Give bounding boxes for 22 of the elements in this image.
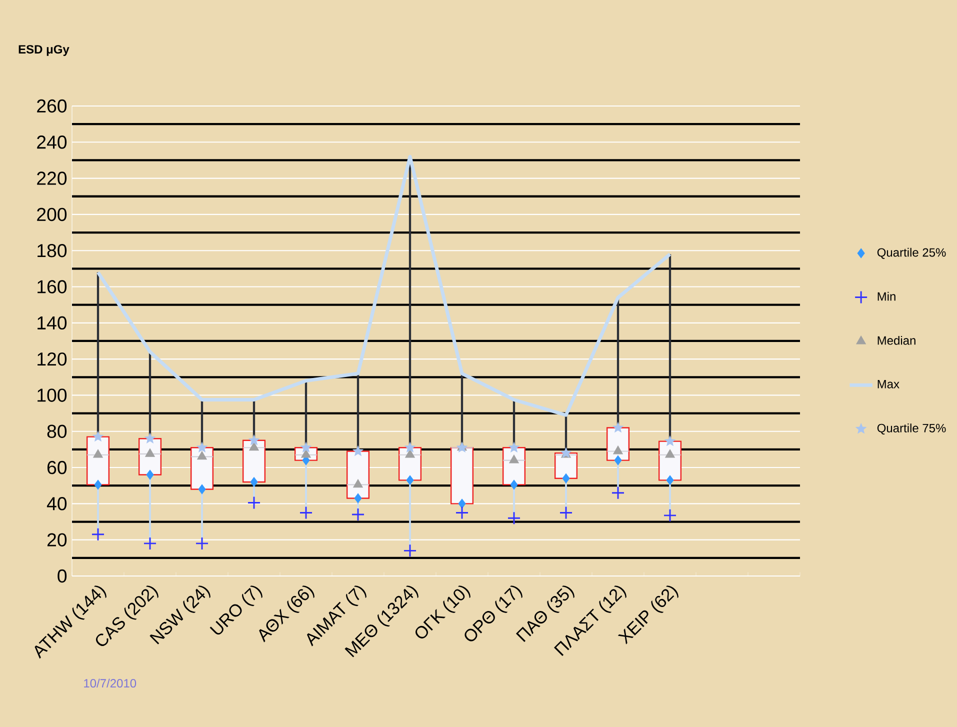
y-tick-label: 60 [47,460,67,474]
y-tick-label: 180 [38,244,67,258]
legend-label: Quartile 25% [877,248,946,259]
y-tick-label: 100 [38,388,67,402]
y-tick-label: 140 [38,316,67,330]
legend-label: Min [878,292,896,301]
y-tick-label: 0 [58,569,67,583]
text: 10/7/2010 [84,678,136,688]
y-tick-label: 160 [38,280,67,294]
y-axis-title: ESD μGy [18,45,70,56]
legend-label: Quartile 75% [877,424,946,435]
legend-label: Max [878,380,900,388]
y-tick-label: 200 [37,208,67,222]
y-tick-label: 80 [47,424,67,438]
y-tick-label: 40 [46,497,67,510]
y-tick-label: 260 [37,99,67,113]
line-series [96,154,672,417]
legend-label: Median [878,336,916,345]
y-tick-label: 120 [38,352,67,366]
y-tick-label: 220 [37,172,67,185]
y-tick-label: 20 [47,533,67,546]
y-tick-label: 240 [37,136,67,149]
